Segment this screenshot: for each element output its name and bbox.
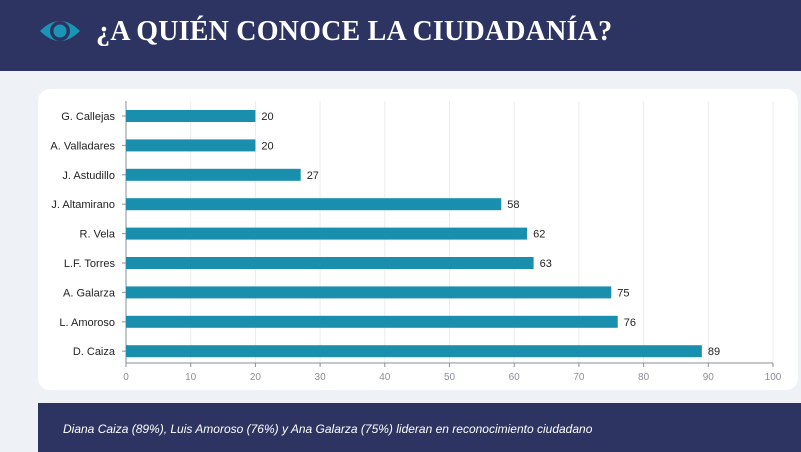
value-label: 63 — [540, 258, 552, 270]
category-label: D. Caiza — [73, 346, 116, 358]
footer-bar: Diana Caiza (89%), Luis Amoroso (76%) y … — [38, 403, 801, 452]
x-tick-label: 50 — [444, 372, 456, 383]
value-label: 62 — [533, 229, 545, 241]
bar — [126, 139, 256, 152]
category-label: J. Astudillo — [62, 170, 115, 182]
bar-chart: 0 10 20 30 40 50 60 70 80 90 100 G. Callejas 20 A. Va… — [50, 101, 782, 383]
category-label: A. Galarza — [63, 287, 116, 299]
category-label: J. Altamirano — [51, 199, 115, 211]
bar — [126, 110, 256, 122]
category-label: L.F. Torres — [64, 258, 116, 270]
x-tick-label: 90 — [703, 372, 715, 383]
x-tick-label: 10 — [185, 372, 197, 383]
category-label: L. Amoroso — [59, 317, 115, 329]
eye-icon — [40, 21, 80, 41]
value-label: 89 — [708, 346, 720, 358]
bar — [126, 257, 534, 269]
value-label: 20 — [261, 140, 273, 152]
bar — [126, 198, 502, 211]
page-title: ¿A QUIÉN CONOCE LA CIUDADANÍA? — [96, 16, 613, 47]
value-label: 75 — [617, 287, 629, 299]
value-label: 27 — [307, 170, 319, 182]
x-tick-label: 30 — [315, 372, 327, 383]
value-label: 76 — [624, 317, 636, 329]
bar — [126, 168, 301, 181]
bar — [126, 227, 528, 240]
bar — [126, 315, 618, 328]
value-label: 20 — [261, 111, 273, 123]
category-label: A. Valladares — [50, 140, 115, 152]
bar — [126, 345, 702, 358]
value-label: 58 — [507, 199, 519, 211]
x-tick-label: 100 — [765, 372, 782, 383]
x-tick-label: 80 — [638, 372, 650, 383]
header-bar: ¿A QUIÉN CONOCE LA CIUDADANÍA? — [0, 0, 801, 71]
footer-summary: Diana Caiza (89%), Luis Amoroso (76%) y … — [63, 422, 593, 436]
x-tick-label: 40 — [379, 372, 391, 383]
x-tick-label: 0 — [123, 372, 129, 383]
category-label: G. Callejas — [61, 111, 115, 123]
x-tick-label: 60 — [509, 372, 521, 383]
chart-card: 0 10 20 30 40 50 60 70 80 90 100 G. Callejas 20 A. Va… — [38, 89, 798, 390]
x-tick-label: 70 — [573, 372, 585, 383]
bar — [126, 286, 612, 299]
x-tick-label: 20 — [250, 372, 262, 383]
category-label: R. Vela — [80, 229, 116, 241]
